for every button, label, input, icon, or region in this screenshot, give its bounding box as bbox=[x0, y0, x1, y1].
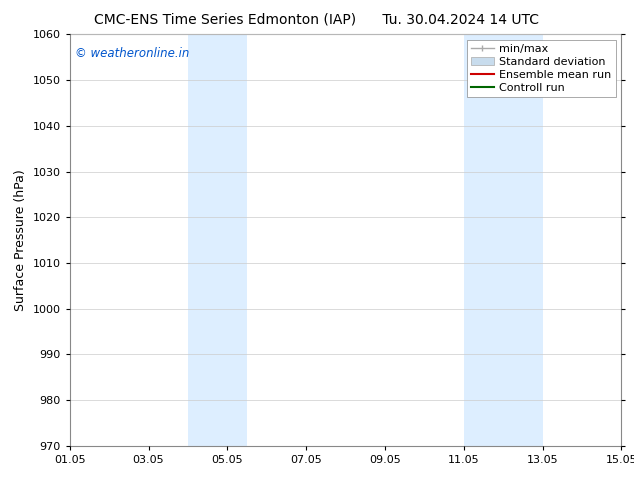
Text: © weatheronline.in: © weatheronline.in bbox=[75, 47, 190, 60]
Y-axis label: Surface Pressure (hPa): Surface Pressure (hPa) bbox=[14, 169, 27, 311]
Text: CMC-ENS Time Series Edmonton (IAP)      Tu. 30.04.2024 14 UTC: CMC-ENS Time Series Edmonton (IAP) Tu. 3… bbox=[94, 12, 540, 26]
Bar bbox=[188, 34, 247, 446]
Bar bbox=[463, 34, 543, 446]
Legend: min/max, Standard deviation, Ensemble mean run, Controll run: min/max, Standard deviation, Ensemble me… bbox=[467, 40, 616, 97]
